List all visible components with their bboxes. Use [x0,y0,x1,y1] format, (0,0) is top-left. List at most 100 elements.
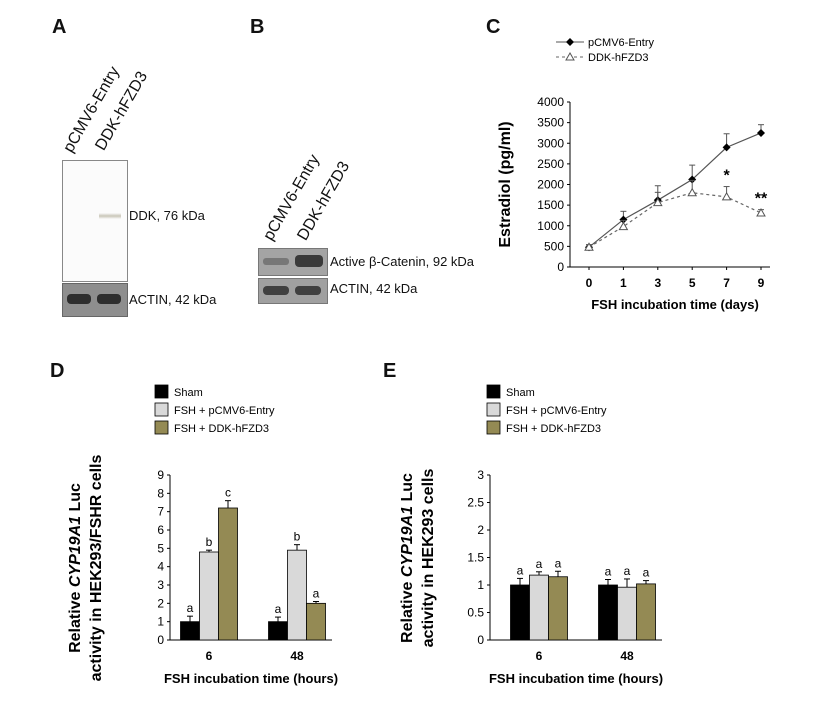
chart-c-x-tick-label: 7 [723,276,730,290]
blot-a-actin-label: ACTIN, 42 kDa [129,292,217,307]
chart-e-y-axis-title-gene: CYP19A1 [399,506,416,577]
chart-c-y-tick-label: 1000 [537,219,564,233]
chart-d-x-tick-label: 6 [206,649,213,663]
chart-c-y-axis-title: Estradiol (pg/ml) [497,121,514,247]
chart-d-bar [287,549,307,641]
blot-b: pCMV6-Entry DDK-hFZD3 Active β-Catenin, … [240,0,500,330]
chart-d-x-tick-label: 48 [290,649,304,663]
chart-c-legend-marker [565,51,575,61]
blot-a-actin-band-1 [67,294,91,304]
chart-e-bar [529,574,549,641]
chart-e-y-tick-label: 0 [477,633,484,647]
chart-c-series-1-line [588,132,762,248]
chart-d-bar [268,621,288,641]
blot-a-actin-band-2 [97,294,121,304]
chart-c-significance-marker: ** [755,191,768,208]
chart-d-bar [218,507,238,641]
chart-e-y-tick-label: 1.5 [467,551,484,565]
chart-d-legend-swatch [154,420,169,435]
chart-d-y-axis-title-line-2: activity in HEK293/FSHR cells [88,455,105,682]
chart-e-bar [636,583,656,641]
chart-e-significance-letter: a [517,563,524,577]
chart-c-y-tick-label: 3000 [537,136,564,150]
chart-e-y-tick-label: 2 [477,523,484,537]
chart-c-series-2-point [618,221,629,231]
blot-b-actin-membrane [258,278,328,304]
chart-e-legend-swatch [486,420,501,435]
chart-e-y-tick-label: 2.5 [467,496,484,510]
chart-c-series-1-point [757,128,765,137]
chart-c-legend-label: pCMV6-Entry [588,37,655,49]
chart-c-y-tick-label: 2000 [537,178,564,192]
chart-e-bar [617,586,637,641]
blot-a: pCMV6-Entry DDK-hFZD3 DDK, 76 kDa ACTIN,… [0,0,240,330]
chart-d-y-axis-title-prefix: Relative [67,587,84,653]
chart-e-legend-label: FSH + DDK-hFZD3 [506,423,601,435]
chart-d-x-axis-title: FSH incubation time (hours) [164,671,338,686]
chart-c-y-tick-label: 1500 [537,198,564,212]
chart-c-significance-marker: * [723,168,730,185]
chart-c-x-tick-label: 0 [586,276,593,290]
chart-d-y-tick-label: 8 [157,486,164,500]
chart-d-significance-letter: a [313,587,320,601]
chart-e-y-axis-title-prefix: Relative [399,577,416,643]
blot-b-catenin-membrane [258,248,328,276]
chart-c-series-2-point [756,207,766,217]
chart-c-series-2-line [588,192,762,248]
chart-c-y-tick-label: 4000 [537,95,564,109]
chart-c-y-tick-label: 0 [557,260,564,274]
chart-d-y-tick-label: 5 [157,541,164,555]
panel-label-a: A [52,16,67,38]
chart-d-y-tick-label: 6 [157,523,164,537]
chart-c-series-1-point [619,215,628,224]
chart-d-y-axis-title-line-1: Relative CYP19A1 Luc [67,483,84,653]
chart-e-significance-letter: a [555,556,562,570]
chart-c-series-2-point [652,197,663,207]
chart-c-y-tick-label: 500 [544,239,564,253]
chart-e-significance-letter: a [536,557,543,571]
blot-b-actin-band-2 [295,286,321,295]
panel-label-c: C [486,16,501,38]
blot-b-actin-band-1 [263,286,289,295]
chart-e-y-axis-title-line-1: Relative CYP19A1 Luc [399,473,416,643]
chart-e-legend-label: Sham [506,387,535,399]
chart-d-luc-hek293-fshr: 0 1 2 3 4 5 6 7 8 9 a b c 6 a b a 48 FSH incubation time (… [67,384,338,686]
chart-c-series-2-point [584,242,594,251]
chart-e-x-tick-label: 48 [620,649,634,663]
chart-e-y-axis-title-suffix: Luc [399,473,416,506]
panel-label-d: D [50,360,65,382]
chart-c-y-tick-label: 3500 [537,116,564,130]
chart-c-x-tick-label: 1 [620,276,627,290]
chart-c-series-1-point [722,143,731,152]
chart-e-legend-label: FSH + pCMV6-Entry [506,405,607,417]
chart-c-legend-marker [566,38,574,46]
chart-e-legend-swatch [486,402,501,417]
chart-e-x-axis-title: FSH incubation time (hours) [489,671,663,686]
chart-d-bar [306,602,326,641]
blot-a-ddk-band [99,213,121,219]
chart-d-legend-label: Sham [174,387,203,399]
chart-d-significance-letter: a [275,602,282,616]
chart-c-series-1-point [688,175,697,184]
chart-e-y-tick-label: 0.5 [467,606,484,620]
blot-a-ddk-label: DDK, 76 kDa [129,208,205,223]
chart-d-bar [199,551,219,641]
blot-b-actin-label: ACTIN, 42 kDa [330,281,418,296]
chart-d-significance-letter: b [206,535,213,549]
chart-d-legend-swatch [154,402,169,417]
chart-e-y-tick-label: 1 [477,578,484,592]
chart-d-significance-letter: c [225,486,231,500]
chart-d-legend-swatch [154,384,169,399]
chart-e-bar [548,576,568,641]
chart-d-y-tick-label: 0 [157,633,164,647]
chart-d-y-tick-label: 1 [157,615,164,629]
chart-e-significance-letter: a [605,565,612,579]
blot-b-catenin-band-1 [263,258,289,265]
panel-label-e: E [383,360,397,382]
chart-e-x-tick-label: 6 [536,649,543,663]
chart-e-significance-letter: a [624,564,631,578]
blot-b-catenin-band-2 [295,255,323,267]
chart-c-estradiol: 0 500 1000 1500 2000 2500 3000 3500 4000 0 1 3 5 7 9 FS… [497,37,770,312]
chart-d-y-tick-label: 7 [157,505,164,519]
